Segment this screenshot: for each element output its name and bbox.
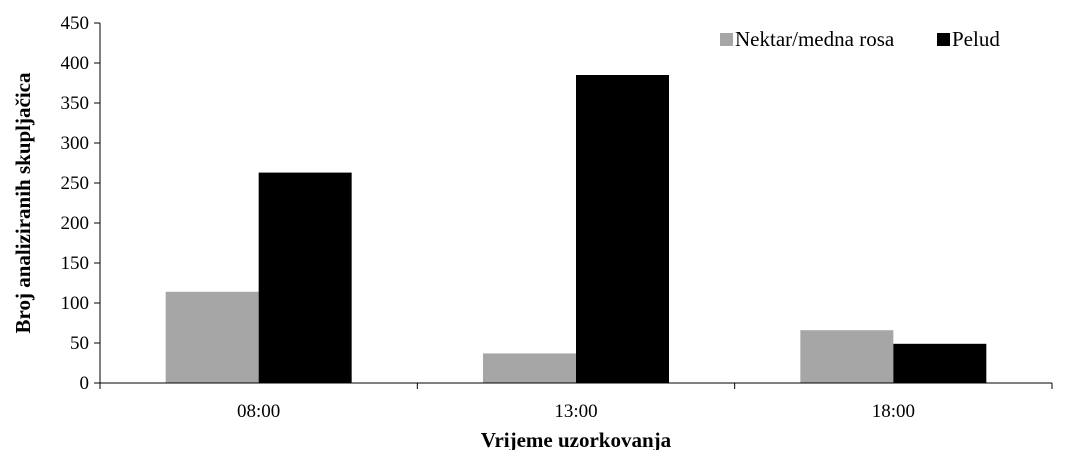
legend-label: Nektar/medna rosa (735, 27, 895, 51)
x-axis-ticks: 08:00 13:00 18:00 (99, 383, 1053, 422)
x-tick-label: 13:00 (554, 401, 597, 422)
legend-swatch (720, 33, 733, 46)
y-tick-label: 250 (61, 173, 90, 194)
y-axis-title: Broj analiziranih skupljačica (11, 72, 35, 333)
y-tick-label: 200 (61, 213, 90, 234)
y-tick-label: 100 (61, 293, 90, 314)
y-tick-label: 150 (61, 253, 90, 274)
y-tick-label: 300 (61, 133, 90, 154)
y-tick-label: 400 (61, 53, 90, 74)
legend-swatch (937, 33, 950, 46)
bar-pelud-1800 (893, 343, 987, 383)
y-axis-ticks: 0 50 100 150 200 250 300 350 400 450 (61, 13, 100, 394)
bar-pelud-0800 (258, 172, 352, 383)
y-tick-label: 350 (61, 93, 90, 114)
bar-pelud-1300 (576, 75, 669, 383)
x-axis-title: Vrijeme uzorkovanja (481, 428, 672, 450)
legend: Nektar/medna rosa Pelud (720, 27, 1000, 51)
y-tick-label: 450 (61, 13, 90, 34)
bars (165, 75, 987, 383)
legend-label: Pelud (952, 27, 1000, 51)
bar-nektar-1800 (800, 330, 894, 383)
x-tick-label: 08:00 (237, 401, 280, 422)
bar-nektar-1300 (483, 353, 576, 383)
x-tick-label: 18:00 (872, 401, 915, 422)
y-tick-label: 50 (70, 333, 89, 354)
y-tick-label: 0 (80, 373, 90, 394)
bar-nektar-0800 (165, 291, 259, 383)
